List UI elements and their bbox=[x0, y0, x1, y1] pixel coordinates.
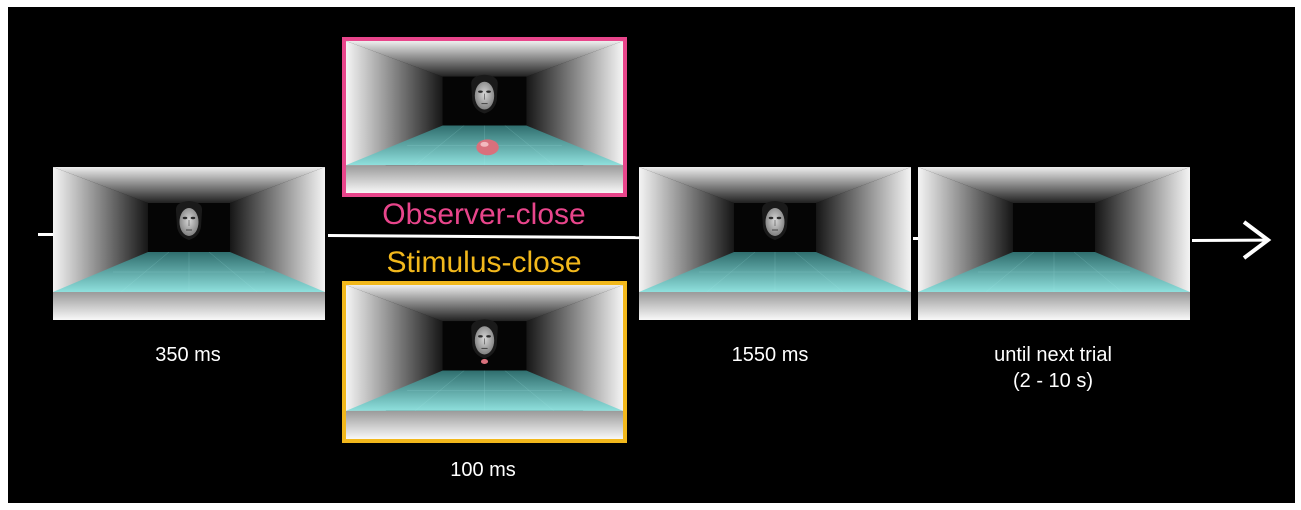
timeline-line bbox=[913, 237, 919, 240]
corridor-scene bbox=[918, 167, 1190, 320]
stimulus-panel-350ms bbox=[53, 167, 325, 320]
stimulus-close-label: Stimulus-close bbox=[386, 246, 582, 279]
corridor-scene bbox=[346, 41, 623, 193]
ball-icon bbox=[480, 358, 489, 365]
stimulus-panel-iti bbox=[918, 167, 1190, 320]
arrow-head-icon bbox=[1242, 220, 1272, 260]
duration-label-first: 350 ms bbox=[155, 344, 221, 366]
duration-label-third: 1550 ms bbox=[731, 344, 809, 366]
corridor-scene bbox=[346, 285, 623, 439]
duration-label-fourth: until next trial (2 - 10 s) bbox=[953, 342, 1153, 394]
duration-label-fourth-line1: until next trial bbox=[994, 344, 1112, 366]
duration-label-fourth-line2: (2 - 10 s) bbox=[1012, 370, 1094, 392]
timeline-line bbox=[327, 234, 641, 240]
ball-icon bbox=[476, 139, 499, 156]
duration-label-second: 100 ms bbox=[450, 459, 516, 481]
corridor-scene bbox=[639, 167, 911, 320]
stimulus-panel-1550ms bbox=[639, 167, 911, 320]
stimulus-close-panel bbox=[342, 281, 627, 443]
diagram-canvas: Observer-close Stimulus-close 350 ms 100… bbox=[8, 7, 1295, 503]
timeline-line bbox=[38, 233, 53, 236]
corridor-scene bbox=[53, 167, 325, 320]
observer-close-label: Observer-close bbox=[382, 198, 586, 231]
observer-close-panel bbox=[342, 37, 627, 197]
